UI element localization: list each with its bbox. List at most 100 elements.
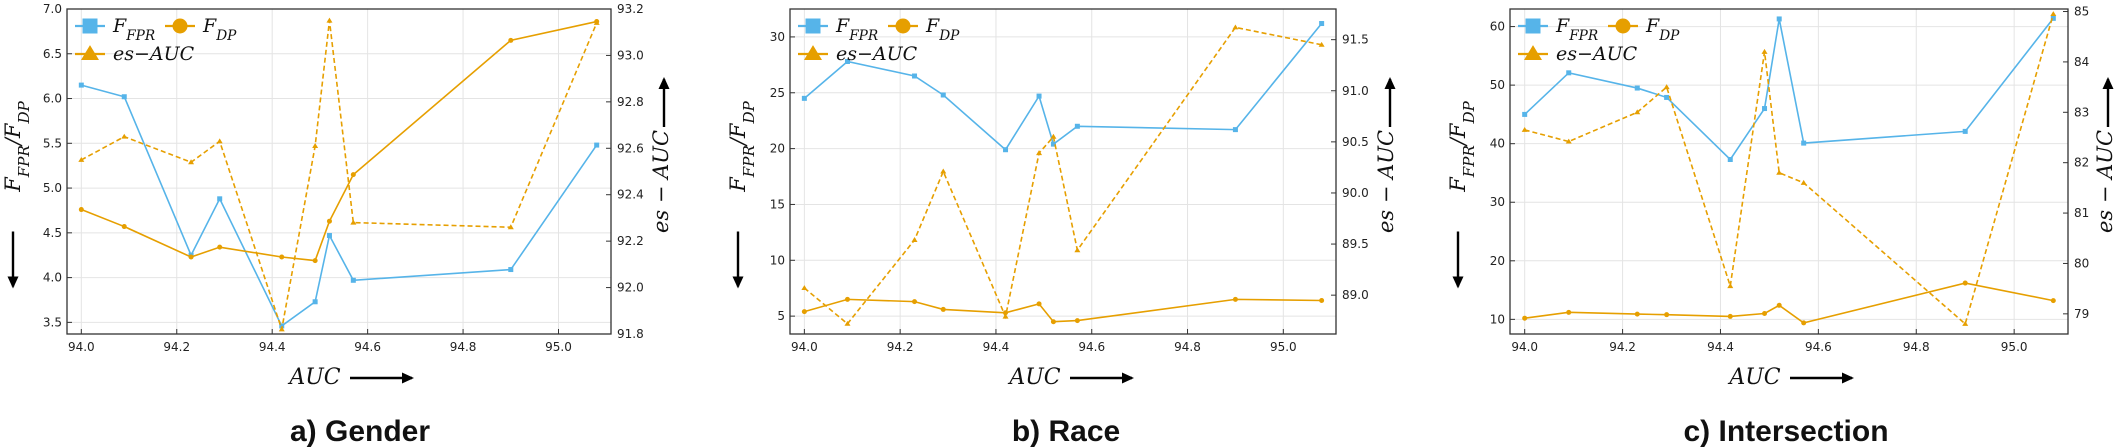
data-point-dp	[1050, 319, 1056, 325]
y-left-tick-label: 7.0	[43, 2, 62, 16]
y-left-tick-label: 25	[770, 86, 785, 100]
data-point-fpr	[1566, 70, 1572, 76]
y-right-tick-label: 92.8	[617, 95, 644, 109]
y-left-tick-label: 5.5	[43, 136, 62, 150]
data-point-fpr	[844, 58, 850, 64]
x-tick-label: 94.6	[1805, 340, 1832, 354]
data-point-fpr	[1727, 156, 1733, 162]
panel-caption: b) Race	[1012, 415, 1120, 448]
data-point-es	[326, 17, 333, 23]
y-left-tick-label: 4.5	[43, 226, 62, 240]
x-tick-label: 95.0	[1270, 340, 1297, 354]
data-point-es	[911, 237, 918, 242]
y-right-tick-label: 81	[2074, 206, 2089, 220]
x-axis-label: AUC	[287, 365, 340, 390]
legend-marker-dp	[172, 18, 188, 34]
series-fpr	[1522, 15, 2056, 162]
y-left-tick-label: 15	[770, 197, 785, 211]
data-point-es	[1962, 320, 1969, 326]
legend-item-fpr: FFPR	[798, 15, 878, 44]
y-left-tick-label: 50	[1490, 78, 1505, 92]
y-left-arrow-icon	[7, 231, 19, 289]
y-axis-label-left: FFPR/FDP	[726, 100, 758, 192]
x-tick-label: 94.2	[887, 340, 914, 354]
data-point-fpr	[312, 299, 318, 305]
data-point-fpr	[1036, 93, 1042, 99]
x-tick-label: 94.0	[68, 340, 95, 354]
x-tick-label: 94.8	[450, 340, 477, 354]
data-point-dp	[312, 258, 318, 264]
y-right-tick-label: 83	[2074, 105, 2089, 119]
legend: FFPR FDP es−AUC	[1518, 15, 1680, 65]
data-point-dp	[1522, 315, 1528, 321]
y-axis-label-right: es − AUC	[649, 130, 673, 233]
legend-item-es: es−AUC	[1518, 43, 1638, 65]
legend-marker-es	[1524, 45, 1542, 60]
data-point-dp	[912, 299, 918, 305]
y-axis-label-right: es − AUC	[2093, 130, 2117, 233]
y-left-arrow-icon	[732, 231, 744, 289]
data-point-fpr	[801, 95, 807, 101]
y-left-tick-label: 60	[1490, 20, 1505, 34]
y-right-tick-label: 79	[2074, 307, 2089, 321]
legend-marker-dp	[895, 18, 911, 34]
x-arrow-icon	[1070, 372, 1134, 384]
y-right-tick-label: 90.5	[1342, 135, 1369, 149]
data-point-dp	[1727, 313, 1733, 319]
y-right-tick-label: 91.0	[1342, 84, 1369, 98]
plot-frame	[789, 8, 1337, 335]
data-point-es	[1318, 41, 1325, 47]
data-point-es	[2050, 11, 2057, 17]
y-right-tick-label: 91.8	[617, 327, 644, 341]
x-arrow-icon	[350, 372, 414, 384]
data-point-dp	[1036, 301, 1042, 307]
legend-label: es−AUC	[836, 43, 918, 65]
data-point-es	[1565, 138, 1572, 144]
y-left-tick-label: 20	[770, 142, 785, 156]
legend-item-dp: FDP	[888, 15, 960, 44]
y-left-tick-label: 6.0	[43, 92, 62, 106]
x-tick-label: 94.6	[354, 340, 381, 354]
legend: FFPR FDP es−AUC	[798, 15, 960, 65]
y-left-tick-label: 5	[777, 309, 785, 323]
data-point-fpr	[1762, 106, 1768, 112]
legend-item-fpr: FFPR	[1518, 15, 1598, 44]
y-axis-label-left: FFPR/FDP	[1, 100, 33, 192]
y-right-tick-label: 92.6	[617, 141, 644, 155]
data-point-dp	[801, 309, 807, 315]
data-point-es	[844, 320, 851, 326]
legend-item-dp: FDP	[165, 15, 237, 44]
y-right-arrow-icon	[658, 77, 670, 127]
y-right-tick-label: 82	[2074, 156, 2089, 170]
plot-frame	[1509, 8, 2069, 335]
x-tick-label: 94.2	[1609, 340, 1636, 354]
x-tick-label: 94.2	[163, 340, 190, 354]
series-line-es	[80, 20, 598, 330]
y-right-tick-label: 92.4	[617, 188, 644, 202]
data-point-fpr	[1522, 111, 1528, 117]
y-left-tick-label: 4.0	[43, 271, 62, 285]
y-right-arrow-icon	[2102, 77, 2114, 127]
series-line-es	[1524, 13, 2055, 326]
legend-label: FFPR	[112, 15, 155, 44]
data-point-es	[1036, 150, 1043, 156]
panel-caption: c) Intersection	[1683, 415, 1888, 448]
plot-frame	[66, 8, 612, 335]
legend-label: es−AUC	[113, 43, 195, 65]
data-point-dp	[188, 254, 194, 260]
chart-panel-3: 94.0 94.2 94.4 94.6 94.8 95.0 10 20 30 40 50 60 79 80…	[1446, 5, 2117, 448]
series-es	[1521, 11, 2057, 326]
y-left-tick-label: 30	[770, 30, 785, 44]
data-point-es	[1521, 126, 1528, 132]
data-point-es	[1050, 133, 1057, 139]
data-point-es	[801, 285, 808, 291]
data-point-dp	[350, 172, 356, 178]
legend-item-es: es−AUC	[798, 43, 918, 65]
data-point-dp	[1232, 296, 1238, 302]
legend-marker-es	[81, 45, 99, 60]
data-point-es	[940, 168, 947, 174]
data-point-dp	[1762, 311, 1768, 317]
data-point-dp	[1319, 297, 1325, 303]
x-arrow-icon	[1790, 372, 1854, 384]
